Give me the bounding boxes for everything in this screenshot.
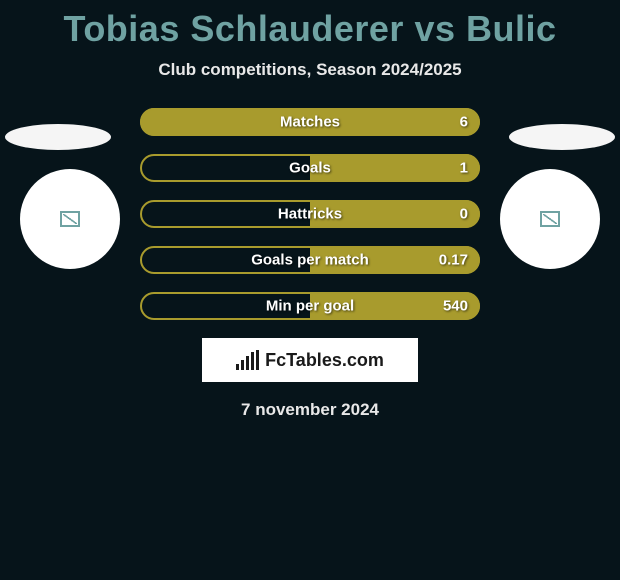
player-left-ellipse [5, 124, 111, 150]
stat-row: Hattricks 0 [140, 200, 480, 228]
stat-row: Goals 1 [140, 154, 480, 182]
stats-bars: Matches 6 Goals 1 Hattricks 0 Goals per match 0… [140, 108, 480, 320]
stat-label: Goals per match [251, 252, 369, 269]
image-placeholder-icon [60, 211, 80, 227]
stat-value-right: 1 [460, 160, 468, 177]
brand-bars-icon [236, 350, 259, 370]
subtitle: Club competitions, Season 2024/2025 [0, 60, 620, 80]
snapshot-date: 7 november 2024 [0, 400, 620, 420]
player-right-ellipse [509, 124, 615, 150]
brand-badge: FcTables.com [202, 338, 418, 382]
stat-value-right: 540 [443, 298, 468, 315]
brand-text: FcTables.com [265, 350, 384, 371]
stat-bar-right [310, 154, 480, 182]
page-title: Tobias Schlauderer vs Bulic [0, 0, 620, 50]
stat-label: Hattricks [278, 206, 342, 223]
stat-value-right: 0.17 [439, 252, 468, 269]
player-right-avatar [500, 169, 600, 269]
image-placeholder-icon [540, 211, 560, 227]
stat-label: Goals [289, 160, 331, 177]
player-left-avatar [20, 169, 120, 269]
stat-value-right: 0 [460, 206, 468, 223]
stat-value-right: 6 [460, 114, 468, 131]
stat-label: Min per goal [266, 298, 354, 315]
stat-label: Matches [280, 114, 340, 131]
stat-bar-left [140, 154, 310, 182]
stat-row: Matches 6 [140, 108, 480, 136]
stat-row: Goals per match 0.17 [140, 246, 480, 274]
stat-row: Min per goal 540 [140, 292, 480, 320]
